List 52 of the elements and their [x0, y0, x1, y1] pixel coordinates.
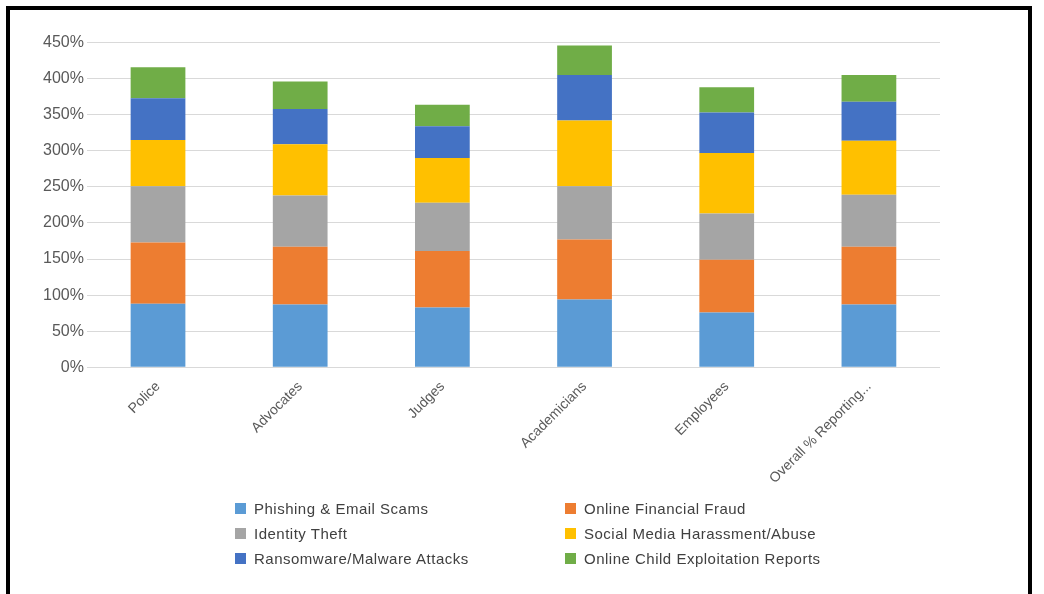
bar — [699, 87, 755, 113]
y-tick-label: 350% — [43, 105, 84, 123]
legend-label: Online Child Exploitation Reports — [584, 550, 821, 567]
y-tick-label: 150% — [43, 249, 84, 267]
bar — [557, 45, 612, 76]
bar — [272, 246, 328, 305]
bar — [130, 303, 186, 367]
bar — [415, 158, 470, 203]
bar — [841, 140, 897, 195]
legend-label: Phishing & Email Scams — [254, 500, 429, 517]
bar — [557, 120, 612, 187]
bar — [272, 81, 328, 109]
y-tick-label: 300% — [43, 141, 84, 159]
bar — [272, 144, 328, 196]
y-tick-label: 50% — [51, 321, 84, 339]
bar — [557, 299, 612, 367]
legend-label: Social Media Harassment/Abuse — [584, 525, 817, 542]
bar — [699, 312, 755, 367]
bar — [699, 112, 755, 153]
bar — [272, 304, 328, 367]
bar — [415, 251, 470, 308]
bar — [130, 67, 186, 99]
bar — [841, 194, 897, 247]
y-tick-label: 400% — [43, 69, 84, 87]
bar — [130, 98, 186, 141]
bar — [272, 195, 328, 247]
bar — [841, 304, 897, 367]
y-tick-label: 250% — [43, 177, 84, 195]
legend-label: Ransomware/Malware Attacks — [254, 550, 469, 567]
bar — [699, 213, 755, 260]
y-tick-label: 100% — [43, 285, 84, 303]
bar — [557, 186, 612, 240]
bar — [130, 242, 186, 304]
bar — [415, 104, 470, 127]
bar — [415, 307, 470, 367]
y-tick-label: 0% — [60, 357, 84, 375]
bar — [841, 101, 897, 141]
bar — [841, 75, 897, 102]
legend-label: Identity Theft — [254, 525, 348, 542]
bar — [557, 75, 612, 121]
bar — [415, 126, 470, 159]
bar — [272, 108, 328, 145]
legend-label: Online Financial Fraud — [584, 500, 746, 517]
bar — [699, 259, 755, 313]
bar — [130, 140, 186, 187]
bar — [557, 239, 612, 300]
bar — [415, 202, 470, 252]
bar — [841, 246, 897, 305]
y-tick-label: 450% — [43, 33, 84, 51]
bar — [699, 152, 755, 214]
bar — [130, 186, 186, 243]
y-tick-label: 200% — [43, 213, 84, 231]
